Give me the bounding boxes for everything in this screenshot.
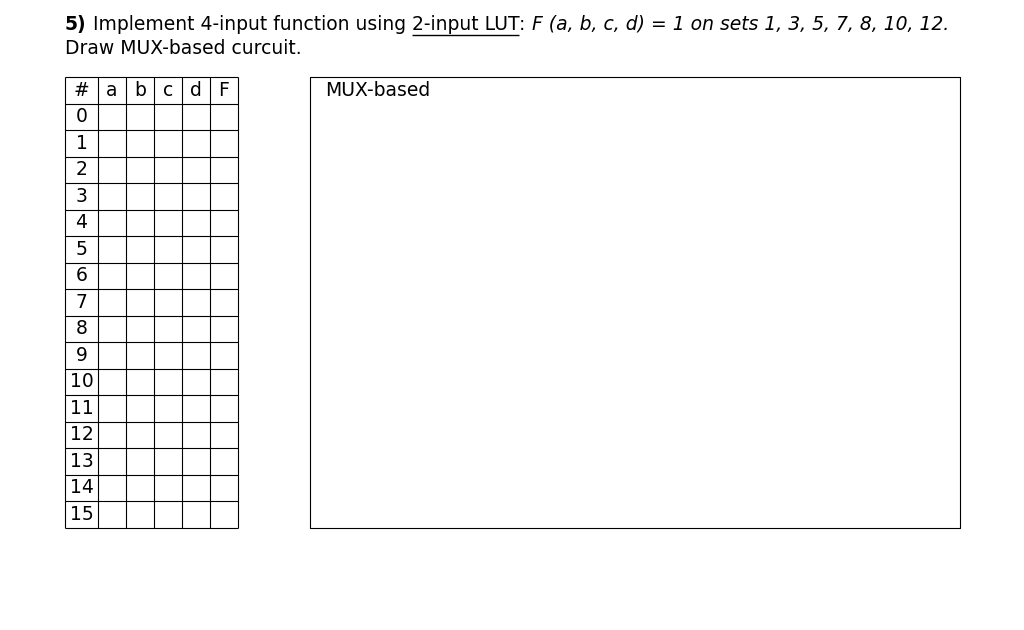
Text: 0: 0 — [76, 107, 87, 126]
Text: 6: 6 — [76, 266, 87, 285]
Text: 11: 11 — [70, 399, 93, 418]
Text: 13: 13 — [70, 452, 93, 471]
Text: F: F — [218, 81, 229, 100]
Text: 1: 1 — [76, 134, 87, 152]
Text: Implement 4-input function using: Implement 4-input function using — [87, 15, 412, 34]
Text: 4: 4 — [76, 213, 87, 232]
Text: #: # — [74, 81, 89, 100]
Text: Draw MUX-based curcuit.: Draw MUX-based curcuit. — [65, 39, 302, 58]
Text: MUX-based: MUX-based — [325, 81, 430, 100]
Text: c: c — [163, 81, 173, 100]
Text: 5: 5 — [76, 240, 87, 259]
Text: 10: 10 — [70, 372, 93, 391]
Text: :: : — [519, 15, 531, 34]
Text: 2: 2 — [76, 160, 87, 180]
Text: a: a — [106, 81, 118, 100]
Text: 8: 8 — [76, 319, 87, 338]
Text: 2-input LUT: 2-input LUT — [412, 15, 519, 34]
Text: 12: 12 — [70, 425, 93, 444]
Text: b: b — [134, 81, 146, 100]
Text: 5): 5) — [65, 15, 87, 34]
Text: 15: 15 — [70, 505, 93, 524]
Text: 14: 14 — [70, 478, 93, 497]
Text: F (a, b, c, d) = 1 on sets 1, 3, 5, 7, 8, 10, 12.: F (a, b, c, d) = 1 on sets 1, 3, 5, 7, 8… — [531, 15, 949, 34]
Text: 9: 9 — [76, 346, 87, 365]
Text: 3: 3 — [76, 186, 87, 206]
Text: 7: 7 — [76, 293, 87, 312]
Text: d: d — [190, 81, 202, 100]
